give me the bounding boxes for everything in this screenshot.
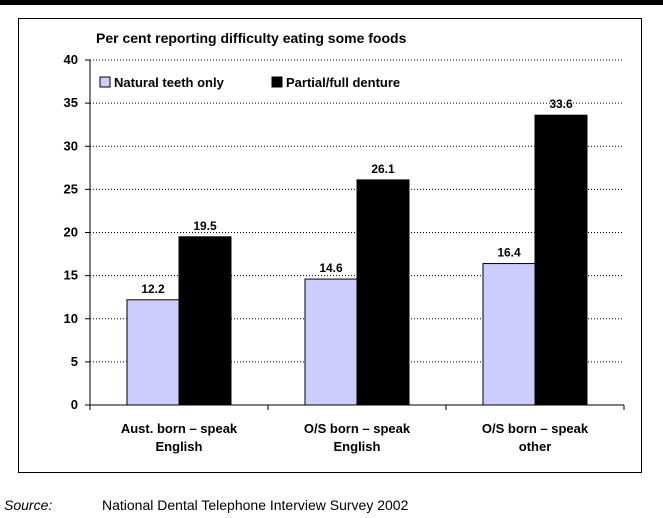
y-tick-label: 5 bbox=[71, 354, 78, 369]
chart-title: Per cent reporting difficulty eating som… bbox=[96, 30, 407, 46]
x-category-label: Aust. born – speak bbox=[121, 421, 238, 436]
y-tick-label: 40 bbox=[64, 52, 78, 67]
x-category-label: English bbox=[334, 439, 381, 454]
data-label: 14.6 bbox=[319, 261, 343, 275]
bar bbox=[356, 179, 410, 406]
data-label: 19.5 bbox=[193, 219, 217, 233]
source-label: Source: bbox=[4, 497, 53, 513]
y-tick-label: 0 bbox=[71, 397, 78, 412]
data-label: 26.1 bbox=[371, 162, 395, 176]
legend-label: Natural teeth only bbox=[114, 75, 225, 90]
y-tick-label: 30 bbox=[64, 138, 78, 153]
y-tick-label: 35 bbox=[64, 95, 78, 110]
bar bbox=[304, 278, 358, 406]
bar bbox=[126, 299, 180, 406]
bar bbox=[482, 263, 536, 406]
data-label: 33.6 bbox=[549, 97, 573, 111]
x-category-label: English bbox=[156, 439, 203, 454]
bar bbox=[534, 114, 588, 406]
y-tick-label: 25 bbox=[64, 181, 78, 196]
x-category-label: O/S born – speak bbox=[304, 421, 411, 436]
data-label: 16.4 bbox=[497, 246, 521, 260]
legend-label: Partial/full denture bbox=[286, 75, 400, 90]
source-text: National Dental Telephone Interview Surv… bbox=[102, 497, 409, 513]
y-tick-label: 10 bbox=[64, 311, 78, 326]
legend-swatch bbox=[99, 76, 111, 88]
bar bbox=[178, 236, 232, 406]
x-category-label: O/S born – speak bbox=[482, 421, 589, 436]
x-category-label: other bbox=[519, 439, 552, 454]
top-rule bbox=[0, 0, 663, 5]
data-label: 12.2 bbox=[141, 282, 165, 296]
y-tick-label: 20 bbox=[64, 225, 78, 240]
legend-swatch bbox=[271, 76, 283, 88]
y-tick-label: 15 bbox=[64, 268, 78, 283]
